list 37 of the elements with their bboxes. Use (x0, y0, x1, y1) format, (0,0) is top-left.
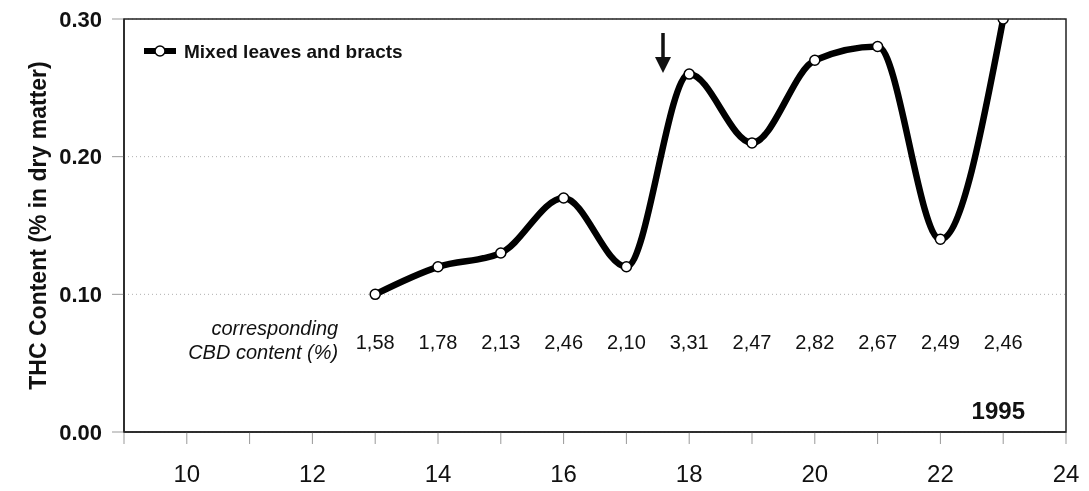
y-tick-label: 0.30 (59, 6, 102, 32)
x-tick-label: 22 (927, 460, 954, 488)
y-tick-label: 0.10 (59, 282, 102, 308)
x-tick-label: 20 (801, 460, 829, 488)
point (746, 137, 758, 149)
y-axis-title: THC Content (% in dry matter) (25, 61, 51, 390)
annotation: 2,46 (983, 331, 1023, 353)
x-tick-label: 14 (424, 460, 452, 488)
x-tick-label: 12 (299, 460, 326, 488)
x-tick-label: 18 (675, 460, 703, 488)
annotation: 2,13 (481, 331, 521, 353)
annotation: 1,78 (418, 331, 458, 353)
annotation: 2,67 (858, 331, 898, 353)
point (557, 192, 570, 204)
annotation: 1,58 (355, 331, 395, 353)
point (871, 40, 884, 53)
x-tick-label: 16 (550, 460, 577, 488)
legend-label: Mixed leaves and bracts (184, 40, 403, 62)
annotation: 1995 (971, 397, 1025, 424)
annotation: 2,10 (606, 331, 646, 353)
point (683, 68, 695, 80)
x-tick-label: 10 (173, 460, 201, 488)
annotation: 2,82 (795, 331, 835, 353)
annotation: 2,46 (544, 331, 584, 353)
point (495, 247, 507, 259)
annotation: corresponding CBD content (%) (188, 317, 339, 363)
point (369, 288, 381, 301)
annotation: 2,47 (732, 331, 772, 353)
point (620, 261, 633, 273)
annotation: 2,49 (920, 331, 960, 353)
y-tick-label: 0.00 (59, 419, 102, 445)
x-tick-label: 24 (1052, 460, 1080, 488)
y-tick-label: 0.20 (59, 144, 102, 170)
point (432, 261, 444, 273)
annotation: 3,31 (669, 331, 709, 353)
point (934, 233, 947, 246)
point (809, 54, 821, 67)
